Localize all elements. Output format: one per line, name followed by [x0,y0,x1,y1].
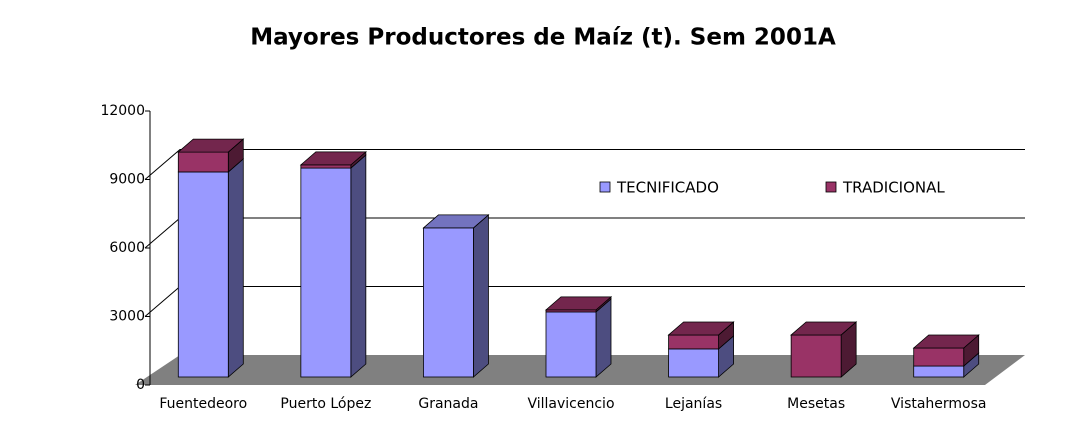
bar-top [912,334,980,349]
bar [913,347,965,367]
bar [790,334,842,378]
legend-swatch [599,181,611,193]
bar-side [350,154,367,378]
bar [177,151,229,173]
bar [668,348,719,378]
y-tick-label: 0 [136,377,145,393]
y-tick-label: 12000 [100,103,145,119]
bar-top [177,138,245,153]
legend-label: TRADICIONAL [842,179,945,197]
x-tick-label: Villavicencio [527,396,614,412]
legend-swatch [825,181,837,193]
legend-label: TECNIFICADO [616,179,719,197]
y-tick-label: 9000 [109,172,145,188]
x-tick-label: Fuentedeoro [159,396,247,412]
bar [300,164,352,169]
bar [913,365,965,378]
bar [545,311,597,378]
grid-line [144,217,1025,249]
x-tick-label: Lejanías [665,396,722,412]
bar-top [544,296,613,311]
chart-title: Mayores Productores de Maíz (t). Sem 200… [250,25,836,51]
y-tick-label: 3000 [109,309,145,325]
x-tick-label: Puerto López [280,396,371,412]
bar-top [790,321,858,336]
bar [668,334,719,350]
bar [300,167,352,378]
bar [423,227,474,378]
bar-side [595,298,612,378]
bar-top [299,151,367,166]
bar [177,171,229,378]
bar-side [227,158,244,378]
bar-top [422,214,490,229]
grid-line [144,149,1025,180]
y-tick-label: 6000 [109,240,145,256]
x-tick-label: Vistahermosa [891,396,987,412]
bar-side [473,214,489,378]
x-tick-label: Mesetas [787,396,845,412]
bar-top [667,321,735,336]
x-tick-label: Granada [418,396,478,412]
